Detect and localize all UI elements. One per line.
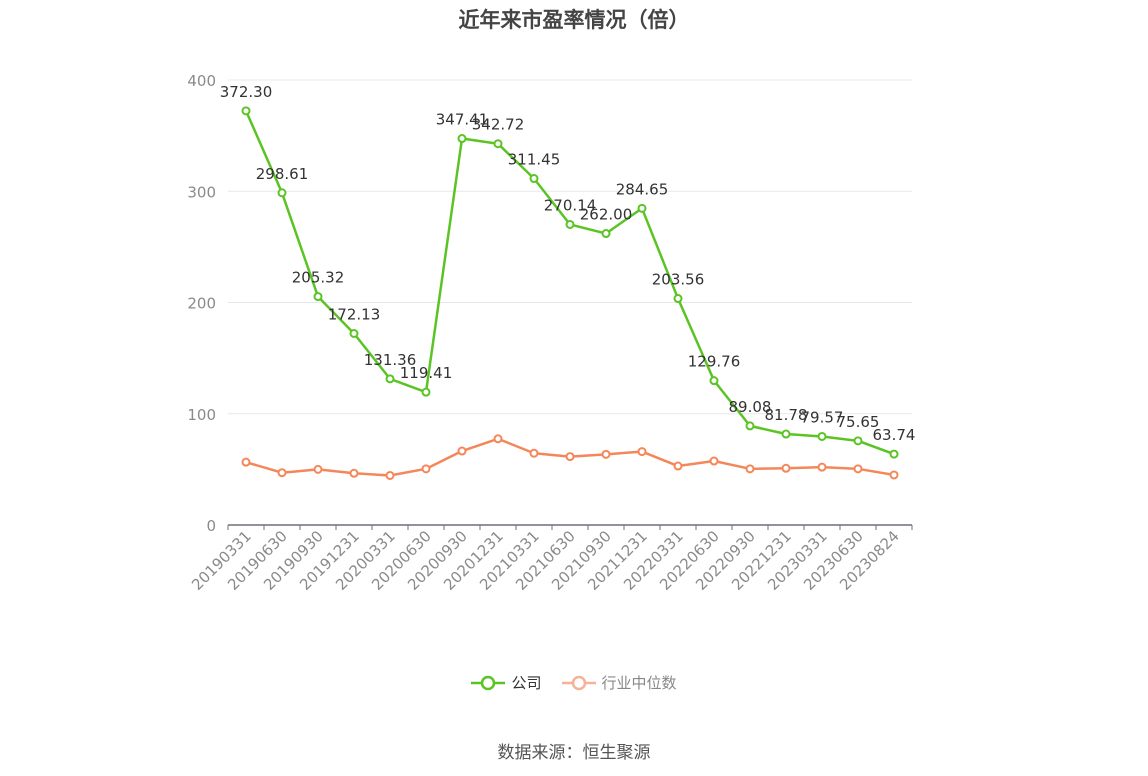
data-label: 81.78: [765, 406, 808, 424]
data-point[interactable]: [493, 434, 503, 444]
data-point[interactable]: [277, 188, 287, 198]
data-point[interactable]: [313, 464, 323, 474]
data-point[interactable]: [673, 294, 683, 304]
data-label: 298.61: [256, 165, 309, 183]
data-point[interactable]: [349, 329, 359, 339]
data-point[interactable]: [241, 106, 251, 116]
line-chart: 0 100 200 300 400 20190331201906302019093020…: [187, 72, 916, 594]
data-point[interactable]: [529, 174, 539, 184]
legend: 公司 行业中位数: [0, 672, 1148, 693]
chart-title: 近年来市盈率情况（倍）: [458, 8, 690, 32]
legend-industry-marker-icon: [561, 675, 596, 690]
data-point[interactable]: [745, 464, 755, 474]
data-label: 262.00: [580, 206, 633, 224]
data-label: 347.41: [436, 111, 489, 129]
legend-industry-label: 行业中位数: [601, 674, 677, 692]
y-tick-label: 100: [187, 406, 216, 424]
data-point[interactable]: [781, 429, 791, 439]
data-label: 129.76: [688, 353, 741, 371]
data-point[interactable]: [745, 421, 755, 431]
legend-item-industry[interactable]: 行业中位数: [561, 672, 677, 693]
data-label: 284.65: [616, 180, 669, 198]
data-point[interactable]: [277, 468, 287, 478]
data-point[interactable]: [889, 470, 899, 480]
data-point[interactable]: [601, 449, 611, 459]
data-point[interactable]: [853, 464, 863, 474]
x-axis: 2019033120190630201909302019123120200331…: [188, 524, 913, 594]
data-point[interactable]: [637, 447, 647, 457]
y-tick-label: 0: [206, 517, 216, 535]
data-point[interactable]: [565, 219, 575, 229]
data-point[interactable]: [313, 292, 323, 302]
data-point[interactable]: [421, 464, 431, 474]
data-point[interactable]: [817, 462, 827, 472]
data-label: 311.45: [508, 151, 561, 169]
data-point[interactable]: [709, 456, 719, 466]
data-label: 131.36: [364, 351, 417, 369]
legend-company-label: 公司: [511, 674, 542, 692]
data-point[interactable]: [781, 463, 791, 473]
data-label: 172.13: [328, 306, 381, 324]
data-point[interactable]: [889, 449, 899, 459]
y-tick-label: 400: [187, 72, 216, 90]
series-industry-median: [241, 434, 899, 480]
data-label: 63.74: [873, 426, 916, 444]
legend-item-company[interactable]: 公司: [471, 672, 542, 693]
data-label: 342.72: [472, 116, 525, 134]
data-label: 79.57: [801, 408, 844, 426]
data-point[interactable]: [817, 431, 827, 441]
data-source: 数据来源：恒生聚源: [497, 743, 651, 763]
data-point[interactable]: [637, 203, 647, 213]
data-point[interactable]: [709, 376, 719, 386]
data-label: 205.32: [292, 269, 345, 287]
data-point[interactable]: [853, 436, 863, 446]
data-point[interactable]: [349, 468, 359, 478]
data-point[interactable]: [385, 374, 395, 384]
data-point[interactable]: [385, 470, 395, 480]
data-label: 270.14: [544, 196, 597, 214]
y-tick-label: 300: [187, 183, 216, 201]
data-point[interactable]: [457, 446, 467, 456]
data-point[interactable]: [493, 139, 503, 149]
data-label: 119.41: [400, 364, 453, 382]
y-tick-label: 200: [187, 295, 216, 313]
data-point[interactable]: [565, 452, 575, 462]
data-point[interactable]: [421, 387, 431, 397]
data-label: 75.65: [837, 413, 880, 431]
data-point[interactable]: [457, 134, 467, 144]
data-point[interactable]: [673, 461, 683, 471]
data-label: 89.08: [729, 398, 772, 416]
data-point[interactable]: [529, 448, 539, 458]
data-label: 203.56: [652, 271, 705, 289]
legend-company-marker-icon: [471, 675, 506, 690]
y-axis-ticks: 0 100 200 300 400: [187, 72, 216, 535]
grid-lines: [228, 79, 912, 415]
data-point[interactable]: [241, 457, 251, 467]
series-company: [241, 106, 899, 459]
data-label: 372.30: [220, 83, 273, 101]
data-point[interactable]: [601, 229, 611, 239]
